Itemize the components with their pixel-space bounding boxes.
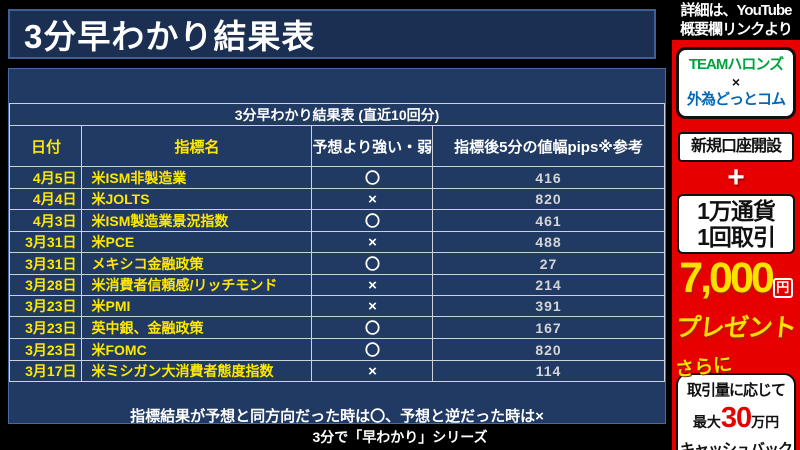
row-result-mark: × — [311, 274, 434, 296]
table-row: 4月3日 米ISM製造業景況指数 〇 461 — [9, 209, 665, 232]
row-date: 4月5日 — [9, 166, 83, 189]
row-result-mark: × — [311, 231, 434, 253]
table-row: 4月4日 米JOLTS × 820 — [9, 188, 665, 210]
youtube-note: 詳細は、YouTube 概要欄リンクより — [672, 0, 800, 40]
row-indicator-name: 米FOMC — [81, 338, 313, 361]
cashback-box: 取引量に応じて 最大30万円 キャッシュバック — [676, 373, 796, 450]
row-pips-value: 461 — [432, 209, 665, 232]
row-pips-value: 27 — [432, 252, 665, 275]
row-pips-value: 214 — [432, 274, 665, 296]
row-pips-value: 820 — [432, 188, 665, 210]
cashback-amount: 30 — [720, 402, 752, 434]
series-label: 3分で「早わかり」シリーズ — [312, 429, 488, 445]
row-pips-value: 114 — [432, 360, 665, 382]
partner-badge: TEAMハロンズ × 外為どっとコム — [676, 47, 796, 119]
row-result-mark: × — [311, 188, 434, 210]
row-indicator-name: 米JOLTS — [81, 188, 313, 210]
row-result-mark: × — [311, 295, 434, 317]
row-date: 3月17日 — [9, 360, 83, 382]
prize-amount: 7,000 — [679, 254, 775, 302]
plus-icon: + — [727, 161, 745, 194]
row-indicator-name: 米ミシガン大消費者態度指数 — [81, 360, 313, 382]
row-result-mark: × — [311, 360, 434, 382]
partner-company: 外為どっとコム — [686, 91, 786, 108]
table-row: 3月23日 米PMI × 391 — [9, 295, 665, 317]
row-date: 3月28日 — [9, 274, 83, 296]
column-header-pips: 指標後5分の値幅pips※参考 — [432, 125, 665, 167]
table-title: 3分早わかり結果表 (直近10回分) — [9, 103, 665, 126]
table-title-row: 3分早わかり結果表 (直近10回分) — [9, 103, 665, 126]
prize-amount-line: 7,000 円 — [672, 256, 800, 310]
legend-note: 指標結果が予想と同方向だった時は〇、予想と逆だった時は× — [130, 408, 544, 425]
row-indicator-name: 英中銀、金融政策 — [81, 316, 313, 339]
row-date: 4月3日 — [9, 209, 83, 232]
row-result-mark: 〇 — [311, 252, 434, 275]
table-row: 3月31日 米PCE × 488 — [9, 231, 665, 253]
column-header-result: 予想より強い・弱い — [311, 125, 434, 167]
table-row: 3月28日 米消費者信頼感/リッチモンド × 214 — [9, 274, 665, 296]
row-indicator-name: 米PMI — [81, 295, 313, 317]
row-result-mark: 〇 — [311, 338, 434, 361]
promo-sidebar: 詳細は、YouTube 概要欄リンクより TEAMハロンズ × 外為どっとコム … — [672, 0, 800, 450]
table-body: 4月5日 米ISM非製造業 〇 416 4月4日 米JOLTS × 820 4月… — [9, 166, 665, 382]
cashback-label: キャッシュバック — [679, 441, 793, 450]
row-date: 4月4日 — [9, 188, 83, 210]
table-row: 3月31日 メキシコ金融政策 〇 27 — [9, 252, 665, 275]
offer-step2-line1: 1万通貨 — [697, 198, 776, 224]
table-row: 4月5日 米ISM非製造業 〇 416 — [9, 166, 665, 189]
row-pips-value: 391 — [432, 295, 665, 317]
row-date: 3月23日 — [9, 338, 83, 361]
series-bar: 3分で「早わかり」シリーズ — [0, 424, 800, 450]
row-pips-value: 820 — [432, 338, 665, 361]
cross-icon: × — [731, 74, 741, 90]
column-header-date: 日付 — [9, 125, 83, 167]
results-table: 3分早わかり結果表 (直近10回分) 日付 指標名 予想より強い・弱い 指標後5… — [9, 103, 665, 382]
table-row: 3月17日 米ミシガン大消費者態度指数 × 114 — [9, 360, 665, 382]
offer-step1-box: 新規口座開設 — [678, 132, 794, 162]
row-result-mark: 〇 — [311, 209, 434, 232]
row-indicator-name: 米PCE — [81, 231, 313, 253]
row-pips-value: 167 — [432, 316, 665, 339]
row-pips-value: 416 — [432, 166, 665, 189]
cashback-prefix: 最大 — [692, 414, 721, 430]
youtube-note-line1: 詳細は、YouTube — [680, 2, 793, 19]
row-result-mark: 〇 — [311, 166, 434, 189]
row-indicator-name: 米消費者信頼感/リッチモンド — [81, 274, 313, 296]
page-title: 3分早わかり結果表 — [24, 18, 316, 55]
results-panel: 3分早わかり結果表 (直近10回分) 日付 指標名 予想より強い・弱い 指標後5… — [8, 68, 666, 425]
youtube-note-line2: 概要欄リンクより — [680, 21, 793, 38]
row-indicator-name: 米ISM製造業景況指数 — [81, 209, 313, 232]
cashback-suffix: 万円 — [751, 414, 780, 430]
prize-unit-badge: 円 — [772, 278, 793, 298]
row-indicator-name: 米ISM非製造業 — [81, 166, 313, 189]
prize-label: プレゼント — [674, 314, 798, 342]
offer-step2-line2: 1回取引 — [697, 224, 776, 250]
table-row: 3月23日 米FOMC 〇 820 — [9, 338, 665, 361]
column-header-indicator: 指標名 — [81, 125, 313, 167]
row-date: 3月31日 — [9, 231, 83, 253]
cashback-condition: 取引量に応じて — [686, 382, 786, 399]
row-result-mark: 〇 — [311, 316, 434, 339]
row-date: 3月23日 — [9, 295, 83, 317]
row-date: 3月31日 — [9, 252, 83, 275]
partner-name: TEAMハロンズ — [688, 56, 784, 73]
table-row: 3月23日 英中銀、金融政策 〇 167 — [9, 316, 665, 339]
row-pips-value: 488 — [432, 231, 665, 253]
row-indicator-name: メキシコ金融政策 — [81, 252, 313, 275]
table-header-row: 日付 指標名 予想より強い・弱い 指標後5分の値幅pips※参考 — [9, 125, 665, 167]
cashback-amount-line: 最大30万円 — [678, 402, 794, 439]
row-date: 3月23日 — [9, 316, 83, 339]
offer-step2-box: 1万通貨 1回取引 — [677, 194, 795, 254]
page-title-banner: 3分早わかり結果表 — [8, 9, 656, 59]
